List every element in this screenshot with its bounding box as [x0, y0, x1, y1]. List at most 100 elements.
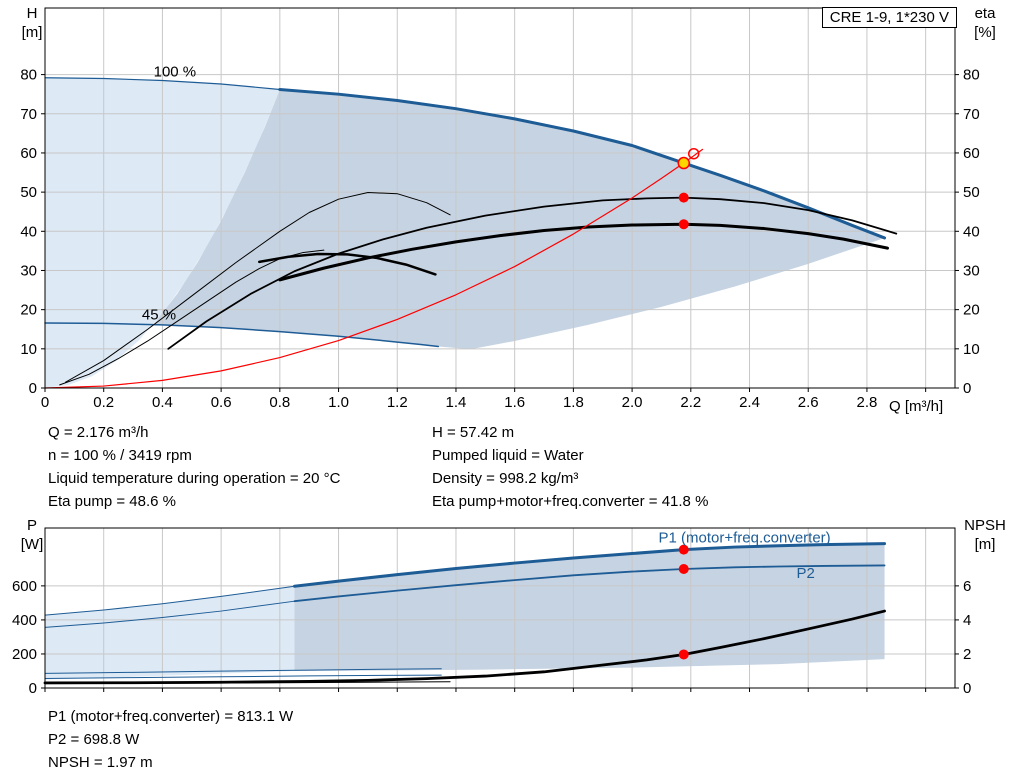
npsh-axis-unit: [m] [974, 536, 996, 553]
result-liquid: Pumped liquid = Water [432, 447, 584, 464]
plot-border [44, 7, 956, 389]
label-100pct: 100 % [154, 64, 197, 81]
eta-total-curve [278, 222, 889, 282]
y-left-tick-label: 80 [20, 67, 37, 84]
p-axis-unit: [W] [20, 536, 44, 553]
p2-duty-point [678, 564, 689, 575]
p1-curve-min-speed [44, 668, 442, 674]
h-axis-symbol: H [26, 5, 38, 22]
x-tick-label: 0.8 [269, 394, 290, 411]
power-envelope-light [45, 586, 295, 680]
y-left-tick-label: 0 [29, 680, 37, 697]
q-axis-title: Q [m³/h] [889, 398, 944, 415]
y-left-tick-label: 600 [12, 578, 37, 595]
x-tick-label: 1.2 [387, 394, 408, 411]
y-right-tick-label: 10 [963, 341, 980, 358]
pump-curve-100pct [278, 87, 887, 240]
y-right-tick-label: 4 [963, 612, 971, 629]
x-tick-label: 2.4 [739, 394, 760, 411]
y-right-tick-label: 0 [963, 680, 971, 697]
y-right-tick-label: 0 [963, 380, 971, 397]
p2-envelope-top-line [44, 600, 296, 628]
speed-envelope-dark [153, 89, 885, 350]
axis-ticks: 0 200 400 600 0 2 4 6 [12, 578, 971, 697]
npsh-axis-title: NPSH [m] [954, 516, 1016, 554]
control-curve [44, 148, 704, 389]
x-tick-label: 2.0 [622, 394, 643, 411]
x-tick-label: 2.8 [857, 394, 878, 411]
y-left-tick-label: 200 [12, 646, 37, 663]
result-h: H = 57.42 m [432, 424, 515, 441]
p-axis-title: P [W] [14, 516, 50, 554]
y-right-tick-label: 6 [963, 578, 971, 595]
pump-model-label: CRE 1-9, 1*230 V [829, 9, 949, 26]
x-tick-label: 2.6 [798, 394, 819, 411]
x-tick-label: 1.6 [504, 394, 525, 411]
pump-model-box: CRE 1-9, 1*230 V [821, 7, 957, 28]
y-right-tick-label: 40 [963, 223, 980, 240]
x-tick-label: 1.0 [328, 394, 349, 411]
power-envelope-dark [294, 543, 885, 671]
envelope-top-line [44, 77, 281, 91]
y-left-tick-label: 0 [29, 380, 37, 397]
p2-curve-100pct [293, 564, 886, 603]
result-temperature: Liquid temperature during operation = 20… [48, 470, 341, 487]
npsh-axis-symbol: NPSH [964, 517, 1006, 534]
eta-axis-unit: [%] [974, 24, 996, 41]
y-right-tick-label: 2 [963, 646, 971, 663]
x-tick-label: 0.2 [93, 394, 114, 411]
y-left-tick-label: 70 [20, 106, 37, 123]
eta-45pct-arc [258, 252, 437, 276]
y-right-tick-label: 20 [963, 302, 980, 319]
y-left-tick-label: 40 [20, 223, 37, 240]
plot-border [44, 527, 956, 689]
y-right-tick-label: 80 [963, 67, 980, 84]
y-left-tick-label: 20 [20, 302, 37, 319]
result-npsh: NPSH = 1.97 m [48, 754, 153, 771]
p1-duty-point [678, 544, 689, 555]
x-tick-label: 0 [41, 394, 49, 411]
y-right-tick-label: 50 [963, 184, 980, 201]
label-45pct: 45 % [142, 306, 176, 323]
eta-reduced-arc [65, 192, 451, 383]
x-tick-label: 1.8 [563, 394, 584, 411]
p2-curve-min-speed [44, 674, 442, 679]
power-npsh-chart: P1 (motor+freq.converter) P2 0 200 400 600 0 2 4… [12, 527, 971, 697]
y-right-tick-label: 70 [963, 106, 980, 123]
y-right-tick-label: 60 [963, 145, 980, 162]
y-left-tick-label: 60 [20, 145, 37, 162]
eta-total-point [678, 219, 689, 230]
power-results: P1 (motor+freq.converter) = 813.1 W P2 =… [48, 705, 293, 774]
p1-curve-100pct [293, 542, 887, 588]
eta-axis-symbol: eta [974, 5, 996, 22]
duty-point[interactable] [677, 156, 691, 170]
result-p1: P1 (motor+freq.converter) = 813.1 W [48, 708, 294, 725]
p1-envelope-top-line [44, 585, 296, 616]
y-left-tick-label: 10 [20, 341, 37, 358]
x-tick-label: 2.2 [680, 394, 701, 411]
npsh-curve [43, 609, 886, 685]
x-tick-label: 0.6 [211, 394, 232, 411]
result-eta-total: Eta pump+motor+freq.converter = 41.8 % [432, 493, 709, 510]
x-tick-label: 0.4 [152, 394, 173, 411]
pump-curve-min-speed [44, 322, 440, 348]
grid-lines [45, 8, 955, 388]
label-p2: P2 [796, 565, 814, 582]
y-left-tick-label: 30 [20, 262, 37, 279]
result-p2: P2 = 698.8 W [48, 731, 140, 748]
axis-ticks: 0 0.2 0.4 0.6 0.8 1.0 1.2 1.4 1.6 1.8 2.0 2.2 2.4 2.6… [20, 67, 979, 411]
eta-pump-point [678, 192, 689, 203]
result-eta-pump: Eta pump = 48.6 % [48, 493, 176, 510]
h-axis-title: H [m] [14, 4, 50, 42]
x-tick-label: 1.4 [446, 394, 467, 411]
y-left-tick-label: 400 [12, 612, 37, 629]
label-p1: P1 (motor+freq.converter) [659, 529, 831, 546]
eta-axis-title: eta [%] [962, 4, 1008, 42]
duty-results-left: Q = 2.176 m³/h n = 100 % / 3419 rpm Liqu… [48, 421, 340, 513]
hq-chart: 100 % 45 % 0 0.2 0.4 0.6 0.8 1.0 1.2 1.4 1.6 1.8 2.0… [20, 7, 980, 411]
result-q: Q = 2.176 m³/h [48, 424, 149, 441]
y-right-tick-label: 30 [963, 262, 980, 279]
result-speed: n = 100 % / 3419 rpm [48, 447, 192, 464]
npsh-duty-point [678, 649, 689, 660]
